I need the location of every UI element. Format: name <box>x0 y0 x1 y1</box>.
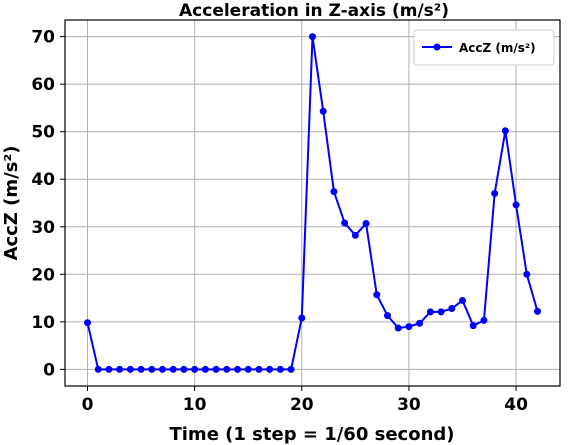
data-point <box>491 189 499 197</box>
x-tick-label: 20 <box>290 395 314 415</box>
data-point <box>351 231 359 239</box>
data-point <box>501 127 509 135</box>
data-point <box>201 365 209 373</box>
data-point <box>223 365 231 373</box>
data-point <box>159 365 166 373</box>
data-point <box>394 324 402 332</box>
y-tick-label: 10 <box>31 313 55 333</box>
data-point <box>416 319 424 327</box>
data-point <box>105 365 113 373</box>
data-point <box>405 323 413 331</box>
x-tick-label: 30 <box>397 395 421 415</box>
y-tick-label: 20 <box>31 265 55 285</box>
x-axis-label: Time (1 step = 1/60 second) <box>169 424 454 445</box>
data-point <box>276 365 284 373</box>
data-point <box>384 312 391 320</box>
data-point <box>309 33 316 41</box>
data-point <box>212 365 220 373</box>
data-point <box>169 365 177 373</box>
grid <box>65 20 560 386</box>
series-line <box>86 35 539 371</box>
y-axis-label: AccZ (m/s²) <box>1 146 22 261</box>
x-tick-label: 10 <box>183 395 207 415</box>
data-point <box>180 365 188 373</box>
data-point <box>244 365 252 373</box>
y-tick-label: 30 <box>31 218 55 238</box>
legend-marker-swatch <box>433 43 441 51</box>
y-axis: 0 10 20 30 40 50 60 70 <box>31 28 65 380</box>
data-point <box>512 201 520 209</box>
legend-box <box>413 29 555 66</box>
data-point <box>341 219 349 227</box>
x-tick-label: 0 <box>82 395 94 415</box>
legend-label: AccZ (m/s²) <box>459 41 536 55</box>
data-point <box>373 291 381 299</box>
y-tick-label: 60 <box>31 75 55 95</box>
data-point <box>437 308 445 316</box>
y-tick-label: 0 <box>43 360 55 380</box>
data-point <box>191 365 199 373</box>
data-point <box>255 365 263 373</box>
data-point <box>148 365 156 373</box>
data-point <box>534 307 541 315</box>
y-tick-label: 40 <box>31 170 55 190</box>
data-point <box>234 365 241 373</box>
data-point <box>426 308 434 316</box>
data-point <box>266 365 274 373</box>
plot-frame <box>64 19 561 387</box>
data-point <box>459 296 466 304</box>
data-point <box>84 319 91 327</box>
data-point <box>137 365 145 373</box>
data-point <box>126 365 134 373</box>
y-tick-label: 50 <box>31 123 55 143</box>
data-point <box>330 188 338 196</box>
data-point <box>94 365 102 373</box>
data-point <box>480 316 488 324</box>
data-point <box>523 270 531 278</box>
chart-title: Acceleration in Z-axis (m/s²) <box>179 1 449 21</box>
data-point <box>287 365 295 373</box>
data-point <box>469 322 477 330</box>
x-tick-label: 40 <box>504 395 528 415</box>
data-point <box>319 107 327 115</box>
x-axis: 0 10 20 30 40 <box>82 386 528 415</box>
data-point <box>362 219 370 227</box>
data-point <box>298 314 306 322</box>
y-tick-label: 70 <box>31 28 55 48</box>
legend: AccZ (m/s²) <box>413 29 555 66</box>
data-point <box>448 305 456 313</box>
data-point <box>116 365 124 373</box>
series-layer <box>84 33 541 373</box>
